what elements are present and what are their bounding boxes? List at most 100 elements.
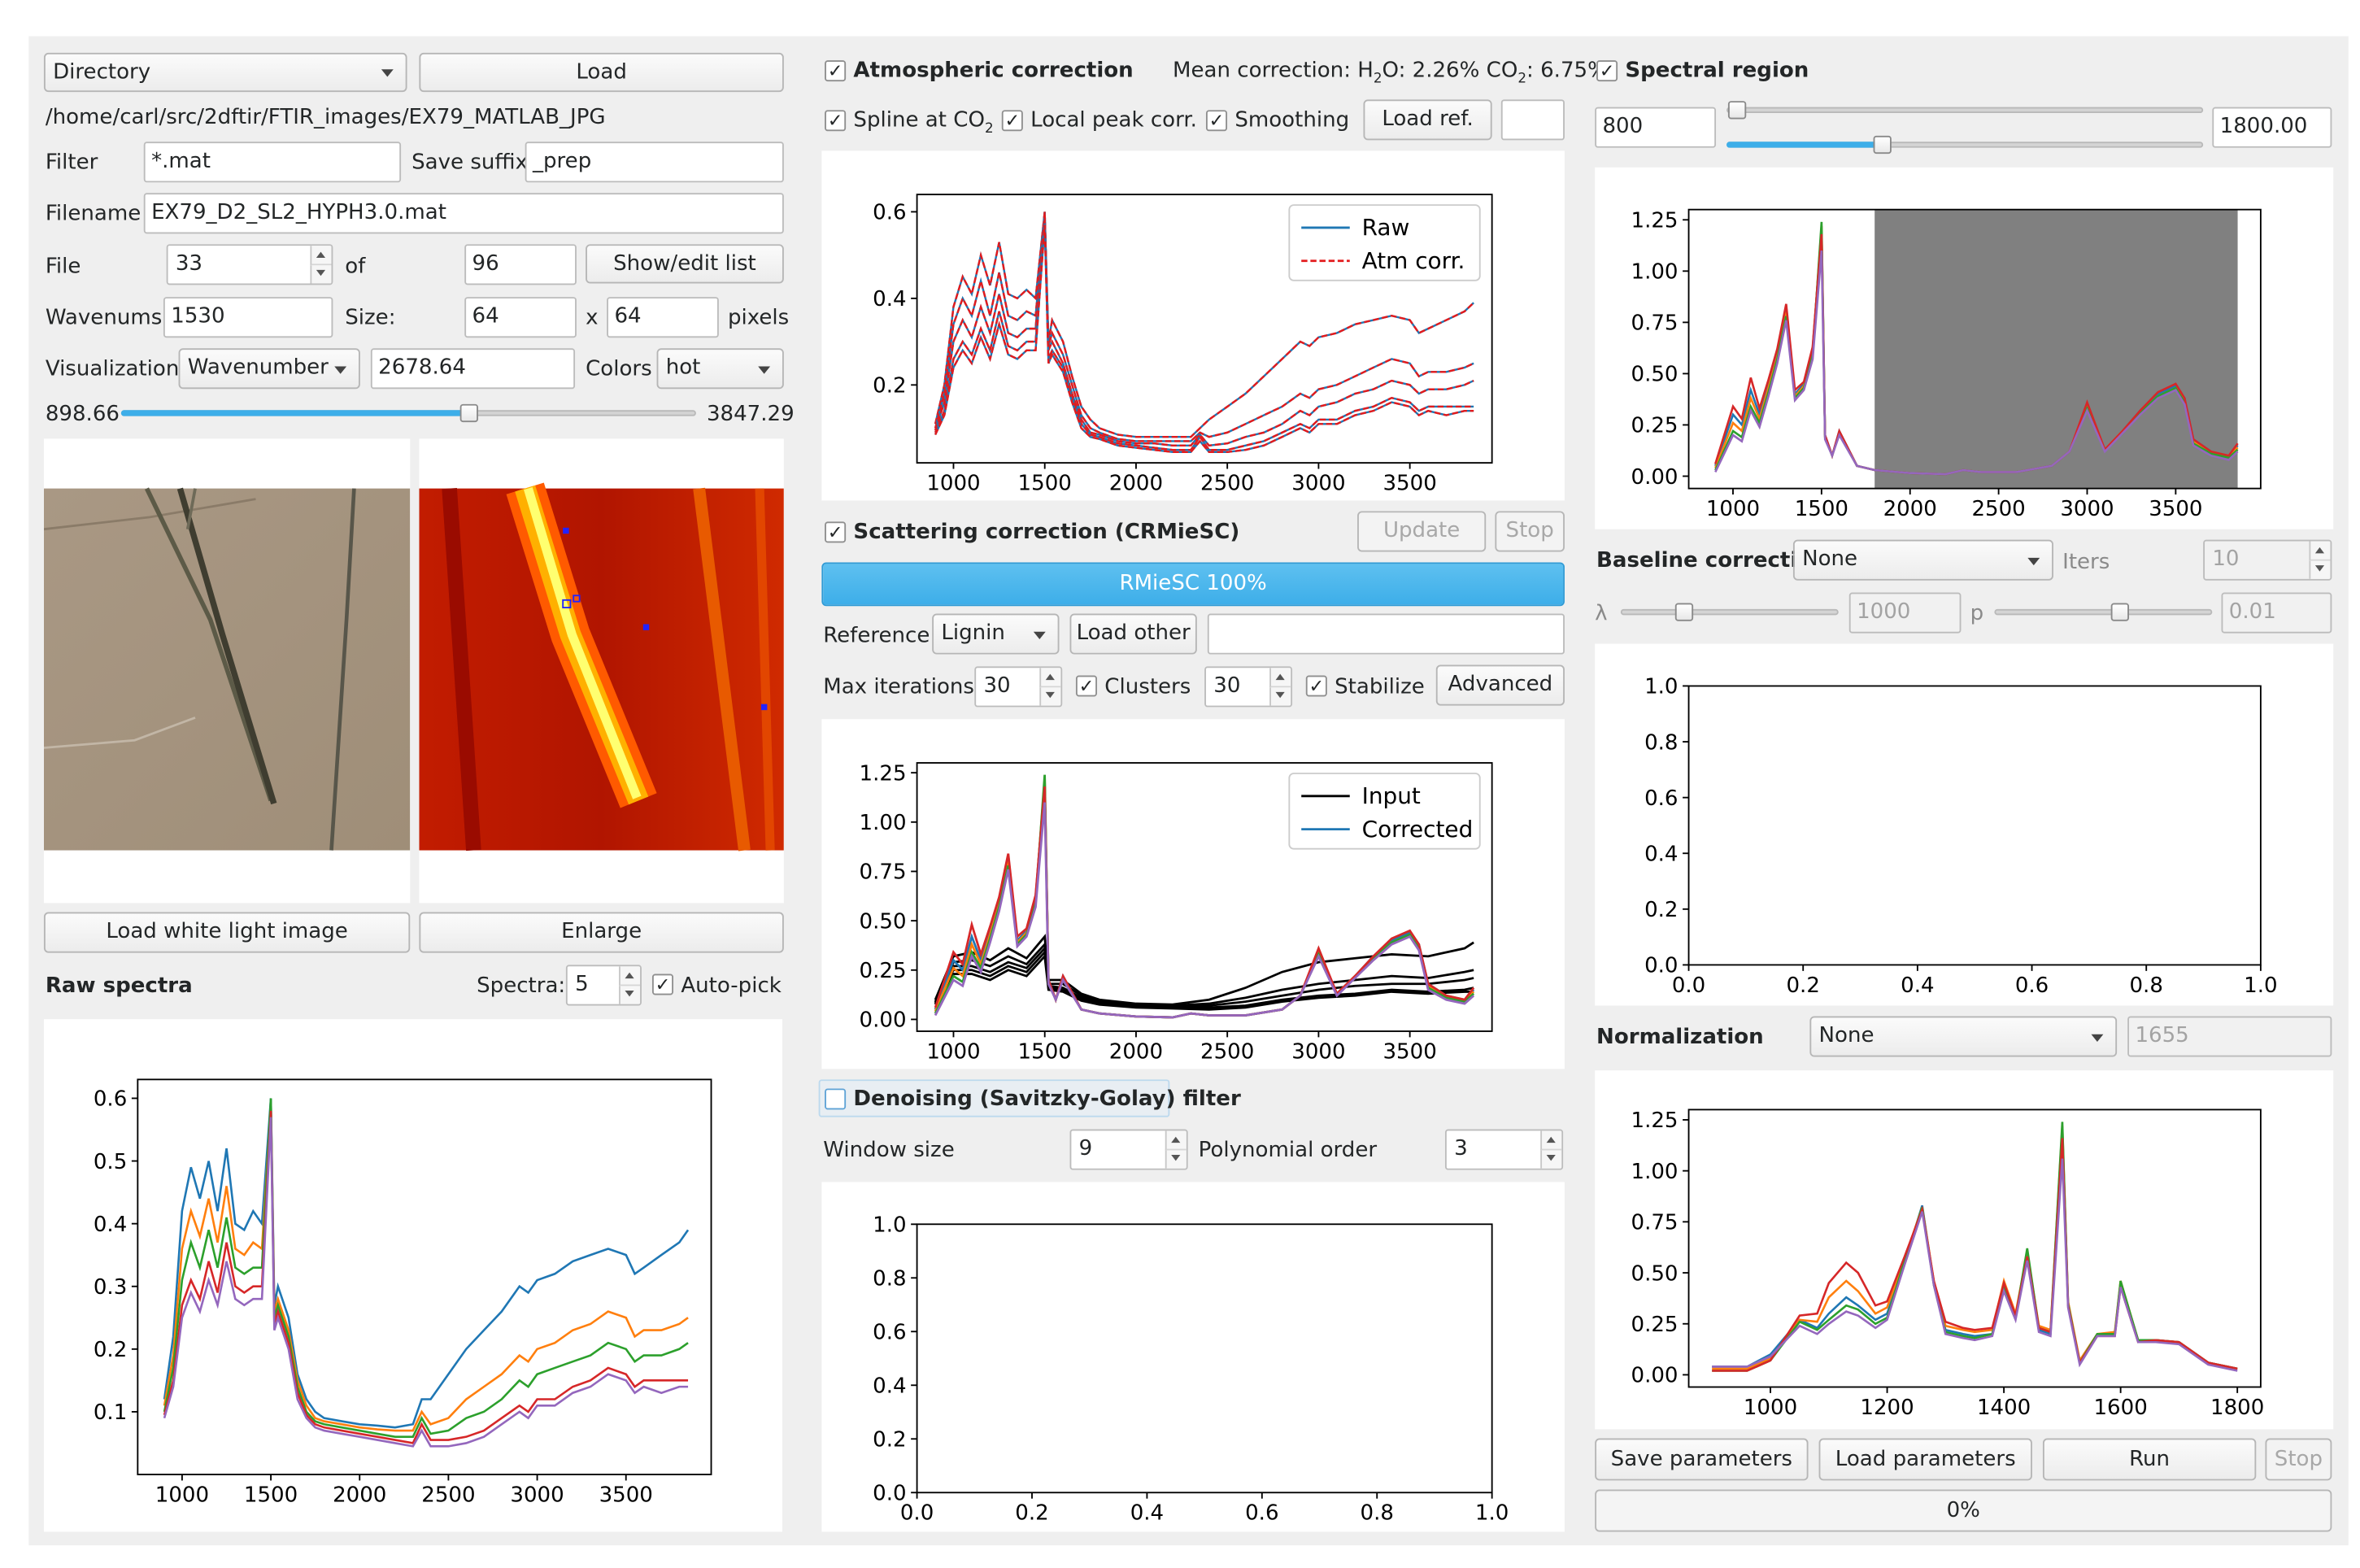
spin-down-icon[interactable] <box>619 985 641 1004</box>
update-button[interactable]: Update <box>1357 511 1487 552</box>
region-min-slider-groove[interactable] <box>1726 107 2204 114</box>
spectral-region-plot[interactable]: 1000 1500 2000 2500 3000 3500 0.00 0.25 0.50 0.75… <box>1595 167 2334 529</box>
spectral-region-checkbox[interactable]: ✓ <box>1596 60 1618 82</box>
clusters-spinbox[interactable]: 30 <box>1204 666 1293 708</box>
spectra-count-spinbox[interactable]: 5 <box>565 965 642 1006</box>
reference-file-field[interactable] <box>1500 99 1565 141</box>
white-light-image[interactable] <box>43 438 411 903</box>
p-slider-handle[interactable] <box>2110 603 2129 621</box>
denoising-plot[interactable]: 0.0 0.2 0.4 0.6 0.8 1.0 0.0 0.2 0.4 0.6 0.8 1.0 <box>821 1182 1565 1532</box>
polynomial-order-value: 3 <box>1454 1136 1468 1161</box>
atm-corr-series-line-0 <box>934 211 1474 438</box>
region-max-slider-handle[interactable] <box>1873 135 1892 155</box>
scattering-stop-button[interactable]: Stop <box>1495 511 1565 552</box>
lambda-slider-groove[interactable] <box>1620 608 1839 616</box>
spin-down-icon[interactable] <box>1269 686 1291 706</box>
y-tick-label-3: 0.6 <box>1644 786 1678 811</box>
lambda-input[interactable]: 1000 <box>1848 592 1962 634</box>
x-tick-label-4: 3000 <box>510 1483 564 1507</box>
spin-down-icon[interactable] <box>1540 1149 1562 1169</box>
denoising-checkbox[interactable] <box>825 1088 847 1110</box>
load-parameters-button[interactable]: Load parameters <box>1818 1438 2032 1481</box>
spin-up-icon[interactable] <box>1165 1130 1187 1150</box>
size-width: 64 <box>464 297 577 338</box>
smoothing-checkbox[interactable]: ✓ <box>1205 110 1228 132</box>
load-white-light-button[interactable]: Load white light image <box>43 912 411 953</box>
region-min-input[interactable]: 800 <box>1595 107 1717 148</box>
spin-up-icon[interactable] <box>1269 668 1291 687</box>
visualization-mode-combo[interactable]: Wavenumber <box>178 348 360 390</box>
legend-label-0: Input <box>1362 782 1421 809</box>
atm-corr-series-line-4 <box>934 224 1474 453</box>
spline-checkbox[interactable]: ✓ <box>825 110 847 132</box>
filter-input[interactable]: *.mat <box>143 142 402 183</box>
x-tick-label-4: 0.8 <box>1361 1501 1394 1526</box>
atmospheric-correction-plot[interactable]: 1000 1500 2000 2500 3000 3500 0.2 0.4 0.6 Raw Atm … <box>821 150 1565 501</box>
y-tick-label-4: 0.8 <box>873 1267 906 1291</box>
y-tick-label-2: 0.4 <box>873 1374 906 1399</box>
region-max-input[interactable]: 1800.00 <box>2212 107 2332 148</box>
run-button[interactable]: Run <box>2042 1438 2257 1481</box>
scatter_corr-series-group <box>934 774 1475 1019</box>
spin-up-icon[interactable] <box>1540 1130 1562 1150</box>
spin-down-icon[interactable] <box>1165 1149 1187 1169</box>
spin-up-icon[interactable] <box>1039 668 1061 687</box>
normalization-wavenumber-input[interactable]: 1655 <box>2127 1016 2332 1057</box>
baseline-combo[interactable]: None <box>1792 539 2053 581</box>
heatmap-image[interactable] <box>419 438 784 903</box>
scattering-checkbox[interactable]: ✓ <box>825 521 847 543</box>
p-slider-groove[interactable] <box>1994 608 2213 616</box>
visualization-slider-handle[interactable] <box>460 403 479 423</box>
visualization-label: Visualization <box>45 357 180 382</box>
reference-combo[interactable]: Lignin <box>932 613 1060 655</box>
show-edit-list-button[interactable]: Show/edit list <box>586 244 784 284</box>
iters-spinbox[interactable]: 10 <box>2203 539 2332 581</box>
window-size-spinbox[interactable]: 9 <box>1069 1129 1188 1170</box>
normalization-combo[interactable]: None <box>1809 1016 2118 1057</box>
p-input[interactable]: 0.01 <box>2221 592 2332 634</box>
autopick-checkbox[interactable]: ✓ <box>651 973 674 995</box>
input-series-line-4 <box>934 953 1474 1011</box>
spin-up-icon[interactable] <box>2309 541 2331 560</box>
raw-spectra-plot[interactable]: 1000 1500 2000 2500 3000 3500 0.1 0.2 0.3 0.4 0.5 0… <box>43 1019 782 1532</box>
spin-up-icon[interactable] <box>619 966 641 986</box>
series-line-2 <box>1712 1122 2238 1372</box>
enlarge-button[interactable]: Enlarge <box>419 912 784 953</box>
local-peak-checkbox[interactable]: ✓ <box>1001 110 1023 132</box>
spin-down-icon[interactable] <box>2309 560 2331 579</box>
clusters-checkbox[interactable]: ✓ <box>1075 675 1098 697</box>
colors-label: Colors <box>586 357 652 382</box>
load-other-button[interactable]: Load other <box>1069 613 1197 655</box>
x-tick-label-2: 1400 <box>1977 1396 2031 1420</box>
run-progress-bar: 0% <box>1595 1489 2332 1532</box>
file-index-spinbox[interactable]: 33 <box>166 244 333 285</box>
save-suffix-input[interactable]: _prep <box>525 142 784 183</box>
spin-down-icon[interactable] <box>310 264 332 284</box>
polynomial-order-spinbox[interactable]: 3 <box>1444 1129 1564 1170</box>
atmospheric-checkbox[interactable]: ✓ <box>825 60 847 82</box>
source-combo[interactable]: Directory <box>43 52 407 93</box>
lambda-slider-handle[interactable] <box>1674 603 1693 621</box>
stabilize-checkbox[interactable]: ✓ <box>1305 675 1327 697</box>
run-stop-button[interactable]: Stop <box>2265 1438 2332 1481</box>
max-iterations-spinbox[interactable]: 30 <box>974 666 1063 708</box>
spin-down-icon[interactable] <box>1039 686 1061 706</box>
x-tick-label-1: 1500 <box>244 1483 298 1507</box>
max-iterations-value: 30 <box>983 673 1011 699</box>
save-parameters-button[interactable]: Save parameters <box>1595 1438 1809 1481</box>
colors-combo[interactable]: hot <box>656 348 784 390</box>
filename-input[interactable]: EX79_D2_SL2_HYPH3.0.mat <box>143 193 784 234</box>
final-spectra-plot[interactable]: 1000 1200 1400 1600 1800 0.00 0.25 0.50 0.75 1.00… <box>1595 1070 2334 1430</box>
y-tick-label-4: 0.5 <box>94 1150 127 1174</box>
spin-up-icon[interactable] <box>310 246 332 265</box>
region-min-slider-handle[interactable] <box>1727 101 1747 120</box>
y-tick-label-1: 0.25 <box>860 959 907 983</box>
visualization-value-input[interactable]: 2678.64 <box>370 348 576 390</box>
window-size-label: Window size <box>823 1138 955 1163</box>
baseline-plot[interactable]: 0.0 0.2 0.4 0.6 0.8 1.0 0.0 0.2 0.4 0.6 0.8 1.0 <box>1595 643 2334 1006</box>
advanced-button[interactable]: Advanced <box>1435 664 1565 706</box>
load-reference-button[interactable]: Load ref. <box>1363 99 1492 141</box>
scattering-correction-plot[interactable]: 1000 1500 2000 2500 3000 3500 0.00 0.25 0.50 0.75… <box>821 719 1565 1069</box>
load-button[interactable]: Load <box>419 52 784 93</box>
reference-path-field[interactable] <box>1207 613 1565 655</box>
